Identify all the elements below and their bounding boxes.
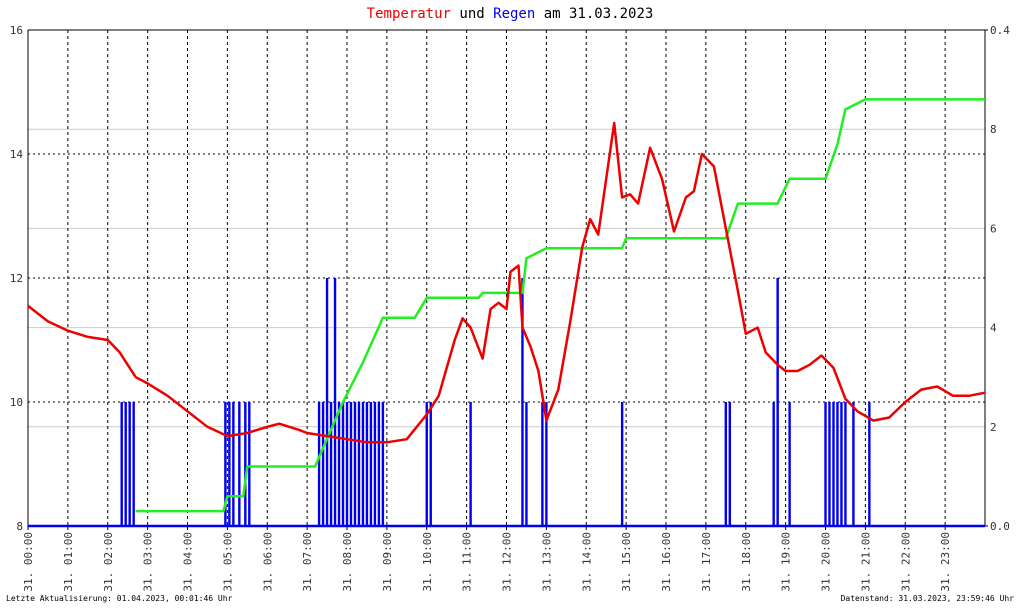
- title-part: und: [459, 6, 484, 22]
- rain-bar: [224, 402, 227, 526]
- x-tick-label: 31. 02:00: [102, 532, 115, 592]
- x-tick-label: 31. 11:00: [461, 532, 474, 592]
- x-tick-label: 31. 18:00: [740, 532, 753, 592]
- x-tick-label: 31. 07:00: [301, 532, 314, 592]
- rain-bar: [361, 402, 365, 526]
- y3-tick-label: 4: [990, 322, 997, 335]
- title-part: Temperatur: [367, 6, 451, 22]
- x-tick-label: 31. 17:00: [700, 532, 713, 592]
- series-line: [135, 98, 985, 513]
- y-tick-label: 8: [16, 520, 23, 533]
- rain-bar: [868, 402, 871, 526]
- rain-bar: [228, 402, 231, 526]
- rain-bar: [852, 402, 855, 526]
- footer-right: Datenstand: 31.03.2023, 23:59:46 Uhr: [841, 594, 1015, 603]
- rain-bar: [333, 278, 337, 526]
- rain-bar: [832, 402, 835, 526]
- rain-bar: [232, 402, 235, 526]
- rain-bar: [381, 402, 385, 526]
- y-tick-label: 10: [10, 396, 23, 409]
- rain-bar: [341, 402, 345, 526]
- rain-bar: [329, 402, 333, 526]
- chart-title: Temperatur und Regen am 31.03.2023: [367, 6, 654, 22]
- x-tick-label: 31. 23:00: [939, 532, 952, 592]
- rain-bar: [844, 402, 847, 526]
- rain-bar: [353, 402, 357, 526]
- x-tick-label: 31. 05:00: [221, 532, 234, 592]
- x-tick-label: 31. 12:00: [501, 532, 514, 592]
- title-part: Regen: [493, 6, 535, 22]
- y-tick-label: 12: [10, 272, 23, 285]
- y-tick-label: 16: [10, 24, 23, 37]
- y3-tick-label: 6: [990, 222, 997, 235]
- rain-bar: [124, 402, 127, 526]
- series-line: [27, 121, 986, 444]
- rain-bar: [776, 278, 779, 526]
- rain-bar: [772, 402, 775, 526]
- x-tick-label: 31. 04:00: [182, 532, 195, 592]
- y3-tick-label: 8: [990, 123, 997, 136]
- rain-bar: [788, 402, 791, 526]
- rain-bar: [469, 402, 472, 526]
- rain-bar: [836, 402, 839, 526]
- rain-bar: [244, 402, 247, 526]
- x-tick-label: 31. 06:00: [261, 532, 274, 592]
- rain-bar: [345, 402, 349, 526]
- x-tick-label: 31. 10:00: [421, 532, 434, 592]
- rain-bar: [620, 402, 624, 526]
- y2-tick-label: 0.4: [990, 24, 1010, 37]
- rain-bar: [321, 402, 325, 526]
- rain-bar: [545, 402, 548, 526]
- rain-bar: [425, 402, 428, 526]
- x-tick-label: 31. 21:00: [859, 532, 872, 592]
- rain-bar: [373, 402, 377, 526]
- rain-bar: [724, 402, 728, 526]
- x-tick-label: 31. 13:00: [540, 532, 553, 592]
- rain-bar: [132, 402, 135, 526]
- x-tick-label: 31. 00:00: [22, 532, 35, 592]
- rain-bar: [337, 402, 341, 526]
- rain-bar: [429, 402, 432, 526]
- rain-bar: [317, 402, 321, 526]
- rain-bar: [824, 402, 827, 526]
- rain-bar: [840, 402, 843, 526]
- rain-bar: [369, 402, 373, 526]
- footer-left: Letzte Aktualisierung: 01.04.2023, 00:01…: [6, 594, 233, 603]
- rain-bar: [357, 402, 361, 526]
- y2-tick-label: 0.0: [990, 520, 1010, 533]
- y3-tick-label: 2: [990, 421, 997, 434]
- rain-bar: [728, 402, 731, 526]
- rain-bar: [541, 402, 544, 526]
- rain-bar: [128, 402, 131, 526]
- x-tick-label: 31. 08:00: [341, 532, 354, 592]
- x-tick-label: 31. 22:00: [899, 532, 912, 592]
- x-tick-label: 31. 09:00: [381, 532, 394, 592]
- x-tick-label: 31. 03:00: [142, 532, 155, 592]
- x-tick-label: 31. 16:00: [660, 532, 673, 592]
- rain-bar: [325, 278, 329, 526]
- x-tick-label: 31. 15:00: [620, 532, 633, 592]
- rain-bar: [349, 402, 353, 526]
- rain-bar: [365, 402, 369, 526]
- x-tick-label: 31. 01:00: [62, 532, 75, 592]
- rain-bar: [525, 402, 528, 526]
- rain-bar: [120, 402, 123, 526]
- rain-bar: [238, 402, 241, 526]
- rain-bar: [248, 402, 251, 526]
- x-tick-label: 31. 19:00: [780, 532, 793, 592]
- rain-bar: [828, 402, 831, 526]
- rain-bar: [377, 402, 381, 526]
- title-part: am 31.03.2023: [544, 6, 654, 22]
- y-tick-label: 14: [10, 148, 24, 161]
- x-tick-label: 31. 20:00: [820, 532, 833, 592]
- x-tick-label: 31. 14:00: [580, 532, 593, 592]
- rain-bar: [521, 278, 524, 526]
